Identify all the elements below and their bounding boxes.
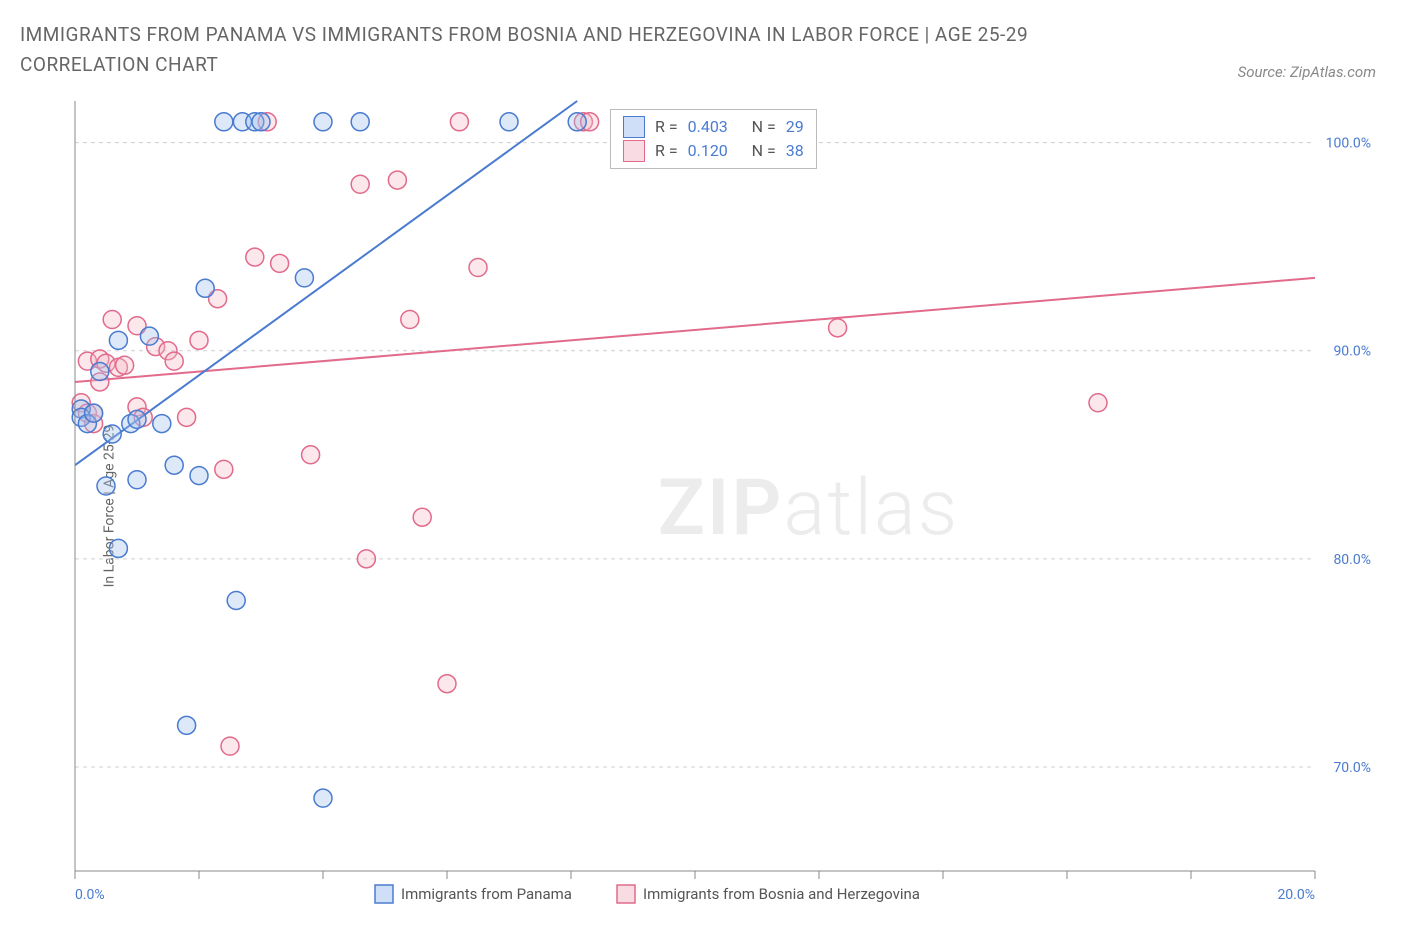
data-point-panama — [128, 471, 146, 489]
data-point-bosnia — [116, 356, 134, 374]
data-point-panama — [196, 279, 214, 297]
data-point-panama — [153, 414, 171, 432]
data-point-bosnia — [438, 674, 456, 692]
data-point-panama — [128, 410, 146, 428]
data-point-panama — [91, 362, 109, 380]
data-point-panama — [178, 716, 196, 734]
data-point-bosnia — [351, 175, 369, 193]
stat-row-panama: R = 0.403 N = 29 — [623, 116, 804, 138]
header-row: IMMIGRANTS FROM PANAMA VS IMMIGRANTS FRO… — [0, 0, 1406, 85]
stat-row-bosnia: R = 0.120 N = 38 — [623, 140, 804, 162]
data-point-bosnia — [165, 352, 183, 370]
stat-swatch-panama — [623, 116, 645, 138]
stat-r-label: R = — [655, 141, 678, 160]
data-point-bosnia — [215, 460, 233, 478]
scatter-chart: 70.0% 80.0% 90.0% 100.0% 0.0% 20.0% Immigrants… — [20, 91, 1386, 921]
data-point-panama — [295, 269, 313, 287]
data-point-panama — [85, 404, 103, 422]
x-tick-label: 20.0% — [1277, 887, 1315, 903]
data-point-bosnia — [469, 258, 487, 276]
data-point-panama — [190, 466, 208, 484]
stat-n-label: N = — [752, 141, 776, 160]
data-point-bosnia — [246, 248, 264, 266]
data-point-bosnia — [221, 737, 239, 755]
data-point-panama — [314, 113, 332, 131]
data-point-panama — [165, 456, 183, 474]
stat-n-label: N = — [752, 117, 776, 136]
y-tick-label: 80.0% — [1333, 552, 1371, 568]
data-point-panama — [215, 113, 233, 131]
data-point-panama — [103, 425, 121, 443]
data-point-bosnia — [450, 113, 468, 131]
stat-swatch-bosnia — [623, 140, 645, 162]
data-point-panama — [109, 539, 127, 557]
data-point-bosnia — [271, 254, 289, 272]
data-point-bosnia — [413, 508, 431, 526]
data-point-panama — [314, 789, 332, 807]
chart-container: In Labor Force | Age 25-29 70.0%80.0%90.… — [20, 91, 1386, 921]
data-point-panama — [351, 113, 369, 131]
data-point-bosnia — [103, 310, 121, 328]
data-point-bosnia — [302, 446, 320, 464]
y-tick-label: 90.0% — [1333, 344, 1371, 360]
data-point-panama — [500, 113, 518, 131]
data-point-panama — [568, 113, 586, 131]
legend-label-panama: Immigrants from Panama — [401, 885, 572, 903]
legend-label-bosnia: Immigrants from Bosnia and Herzegovina — [643, 885, 920, 903]
data-point-bosnia — [178, 408, 196, 426]
data-point-bosnia — [829, 319, 847, 337]
legend-swatch-bosnia — [617, 885, 635, 903]
stat-r-label: R = — [655, 117, 678, 136]
data-point-bosnia — [1089, 394, 1107, 412]
data-point-panama — [227, 591, 245, 609]
data-point-panama — [140, 327, 158, 345]
y-tick-label: 70.0% — [1333, 760, 1371, 776]
legend-swatch-panama — [375, 885, 393, 903]
data-point-panama — [252, 113, 270, 131]
chart-title: IMMIGRANTS FROM PANAMA VS IMMIGRANTS FRO… — [20, 20, 1140, 81]
data-point-bosnia — [388, 171, 406, 189]
stat-n-value: 38 — [786, 141, 804, 160]
correlation-stat-box: R = 0.403 N = 29 R = 0.120 N = 38 — [610, 109, 817, 169]
data-point-bosnia — [357, 550, 375, 568]
data-point-panama — [109, 331, 127, 349]
stat-r-value: 0.120 — [688, 141, 742, 160]
trend-line-panama — [75, 101, 577, 465]
data-point-panama — [97, 477, 115, 495]
data-point-bosnia — [190, 331, 208, 349]
stat-r-value: 0.403 — [688, 117, 742, 136]
source-label: Source: ZipAtlas.com — [1238, 63, 1376, 81]
y-tick-label: 100.0% — [1326, 135, 1371, 151]
stat-n-value: 29 — [786, 117, 804, 136]
x-tick-label: 0.0% — [75, 887, 105, 903]
data-point-bosnia — [401, 310, 419, 328]
